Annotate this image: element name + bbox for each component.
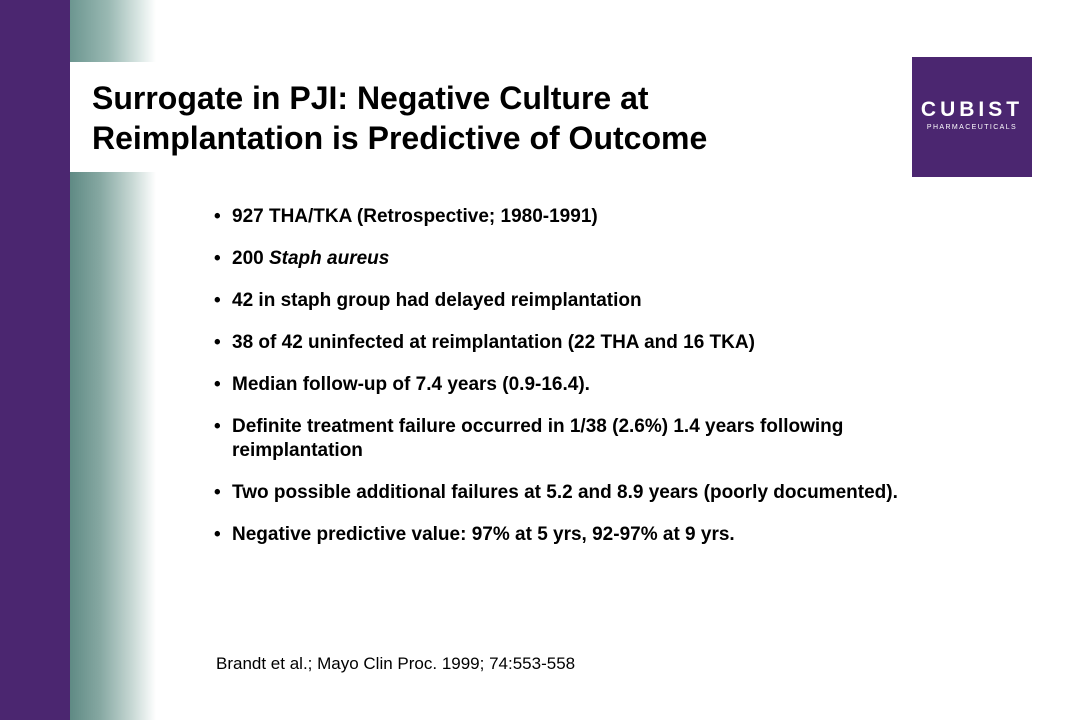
bullet-list: 927 THA/TKA (Retrospective; 1980-1991) 2…	[214, 205, 954, 565]
citation: Brandt et al.; Mayo Clin Proc. 1999; 74:…	[216, 654, 576, 673]
bullet-item: Definite treatment failure occurred in 1…	[214, 415, 954, 463]
bullet-item: Two possible additional failures at 5.2 …	[214, 481, 954, 505]
bullet-text: 38 of 42 uninfected at reimplantation (2…	[232, 332, 755, 353]
title-line-2: Reimplantation is Predictive of Outcome	[92, 120, 708, 156]
bullet-item: Negative predictive value: 97% at 5 yrs,…	[214, 523, 954, 547]
title-line-1: Surrogate in PJI: Negative Culture at	[92, 80, 649, 116]
bullet-italic-text: Staph aureus	[268, 248, 390, 269]
slide-title: Surrogate in PJI: Negative Culture at Re…	[92, 78, 892, 158]
logo-name: CUBIST	[920, 98, 1024, 121]
bullet-item: 927 THA/TKA (Retrospective; 1980-1991)	[214, 205, 954, 229]
bullet-text: 42 in staph group had delayed reimplanta…	[232, 290, 642, 311]
bullet-item: Median follow-up of 7.4 years (0.9-16.4)…	[214, 373, 954, 397]
bullet-item: 200 Staph aureus	[214, 247, 954, 271]
cubist-logo: CUBIST PHARMACEUTICALS	[912, 57, 1032, 177]
bullet-text: 200	[232, 248, 269, 269]
title-band	[70, 62, 930, 172]
bullet-text: Median follow-up of 7.4 years (0.9-16.4)…	[232, 374, 590, 395]
sidebar-teal-strip-upper	[70, 0, 156, 62]
sidebar-purple-bar	[0, 0, 70, 720]
bullet-item: 38 of 42 uninfected at reimplantation (2…	[214, 331, 954, 355]
bullet-text: Negative predictive value: 97% at 5 yrs,…	[232, 524, 735, 545]
logo-subtitle: PHARMACEUTICALS	[926, 124, 1018, 131]
bullet-text: Two possible additional failures at 5.2 …	[232, 482, 898, 503]
bullet-text: 927 THA/TKA (Retrospective; 1980-1991)	[232, 206, 598, 227]
bullet-item: 42 in staph group had delayed reimplanta…	[214, 289, 954, 313]
bullet-text: Definite treatment failure occurred in 1…	[232, 416, 844, 461]
